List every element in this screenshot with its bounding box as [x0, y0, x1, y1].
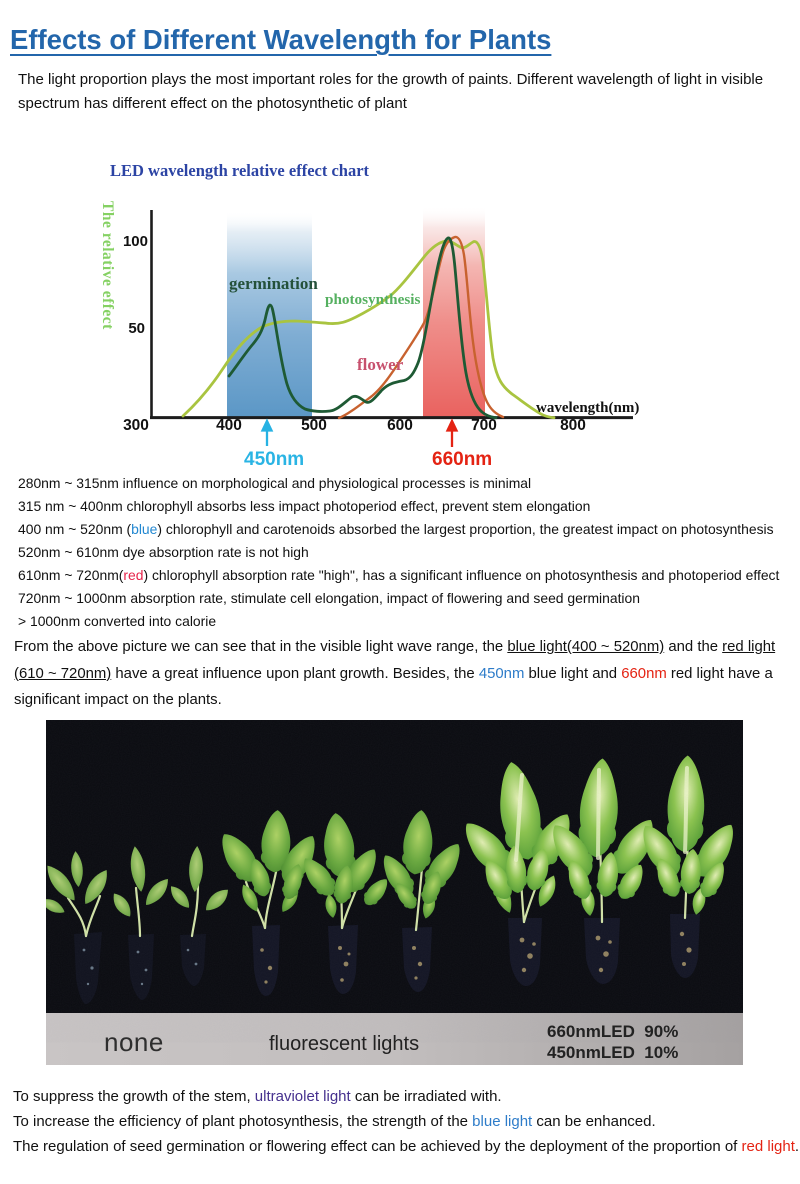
svg-text:450nmLED 10%: 450nmLED 10% [547, 1043, 678, 1062]
svg-text:none: none [104, 1027, 164, 1057]
svg-text:660nmLED 90%: 660nmLED 90% [547, 1022, 678, 1041]
svg-text:fluorescent lights: fluorescent lights [269, 1033, 419, 1055]
